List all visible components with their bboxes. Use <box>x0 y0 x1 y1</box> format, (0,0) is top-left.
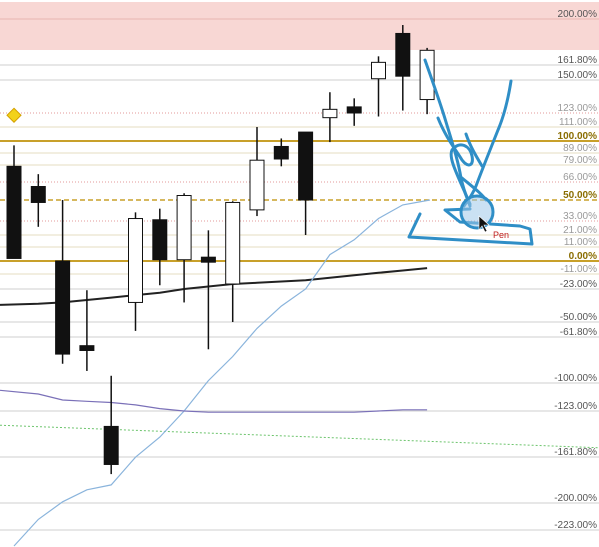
diamond-marker-icon <box>7 108 21 122</box>
candle-body-11 <box>274 146 288 159</box>
candle-2 <box>56 200 70 364</box>
green-dotted-trendline <box>0 425 599 448</box>
pen-tool-label: Pen <box>493 230 509 240</box>
level-label-14: -11.00% <box>560 264 597 275</box>
indicator-line-2 <box>0 390 427 412</box>
candles <box>7 25 434 474</box>
candle-body-15 <box>372 62 386 78</box>
level-label-6: 89.00% <box>563 143 597 154</box>
level-label-7: 79.00% <box>563 155 597 166</box>
pen-stroke-1 <box>425 60 470 206</box>
candle-14 <box>347 98 361 126</box>
candle-body-7 <box>177 196 191 260</box>
candle-body-6 <box>153 220 167 260</box>
candle-12 <box>299 132 313 235</box>
level-label-5: 100.00% <box>558 131 598 142</box>
candle-5 <box>129 212 143 331</box>
candle-11 <box>274 138 288 166</box>
indicator-line-1 <box>14 200 430 546</box>
candle-body-2 <box>56 261 70 354</box>
level-label-13: 0.00% <box>569 251 597 262</box>
candle-9 <box>226 201 240 322</box>
level-label-19: -123.00% <box>554 401 597 412</box>
level-label-16: -50.00% <box>560 312 597 323</box>
candle-8 <box>201 230 215 349</box>
candle-body-16 <box>396 33 410 76</box>
candle-body-17 <box>420 50 434 99</box>
target-zone-band <box>0 2 599 50</box>
candle-body-8 <box>201 257 215 262</box>
level-label-8: 66.00% <box>563 172 597 183</box>
level-label-11: 21.00% <box>563 225 597 236</box>
level-label-3: 123.00% <box>558 103 598 114</box>
candle-body-4 <box>104 426 118 464</box>
candle-4 <box>104 376 118 474</box>
level-label-20: -161.80% <box>554 447 597 458</box>
level-label-2: 150.00% <box>558 70 598 81</box>
candle-body-12 <box>299 132 313 200</box>
level-label-10: 33.00% <box>563 211 597 222</box>
candle-13 <box>323 92 337 142</box>
pen-cursor-halo <box>461 196 493 228</box>
candle-body-1 <box>31 187 45 203</box>
level-label-17: -61.80% <box>560 327 597 338</box>
indicator-lines <box>0 200 599 546</box>
level-label-21: -200.00% <box>554 493 597 504</box>
level-label-18: -100.00% <box>554 373 597 384</box>
level-label-22: -223.00% <box>554 520 597 531</box>
level-label-12: 11.00% <box>564 237 597 248</box>
candle-body-13 <box>323 109 337 117</box>
pen-stroke-2 <box>438 118 472 204</box>
candle-body-9 <box>226 202 240 284</box>
marker <box>7 108 21 122</box>
level-label-9: 50.00% <box>563 190 597 201</box>
level-label-1: 161.80% <box>558 55 598 66</box>
candle-3 <box>80 290 94 371</box>
candle-body-5 <box>129 219 143 303</box>
candle-0 <box>7 145 21 258</box>
candle-body-10 <box>250 160 264 210</box>
level-label-4: 111.00% <box>559 117 597 128</box>
candle-7 <box>177 193 191 302</box>
candle-15 <box>372 56 386 116</box>
candle-body-0 <box>7 166 21 258</box>
candle-body-14 <box>347 107 361 113</box>
level-label-15: -23.00% <box>560 279 597 290</box>
level-label-0: 200.00% <box>558 9 598 20</box>
candle-body-3 <box>80 346 94 351</box>
candle-16 <box>396 25 410 111</box>
